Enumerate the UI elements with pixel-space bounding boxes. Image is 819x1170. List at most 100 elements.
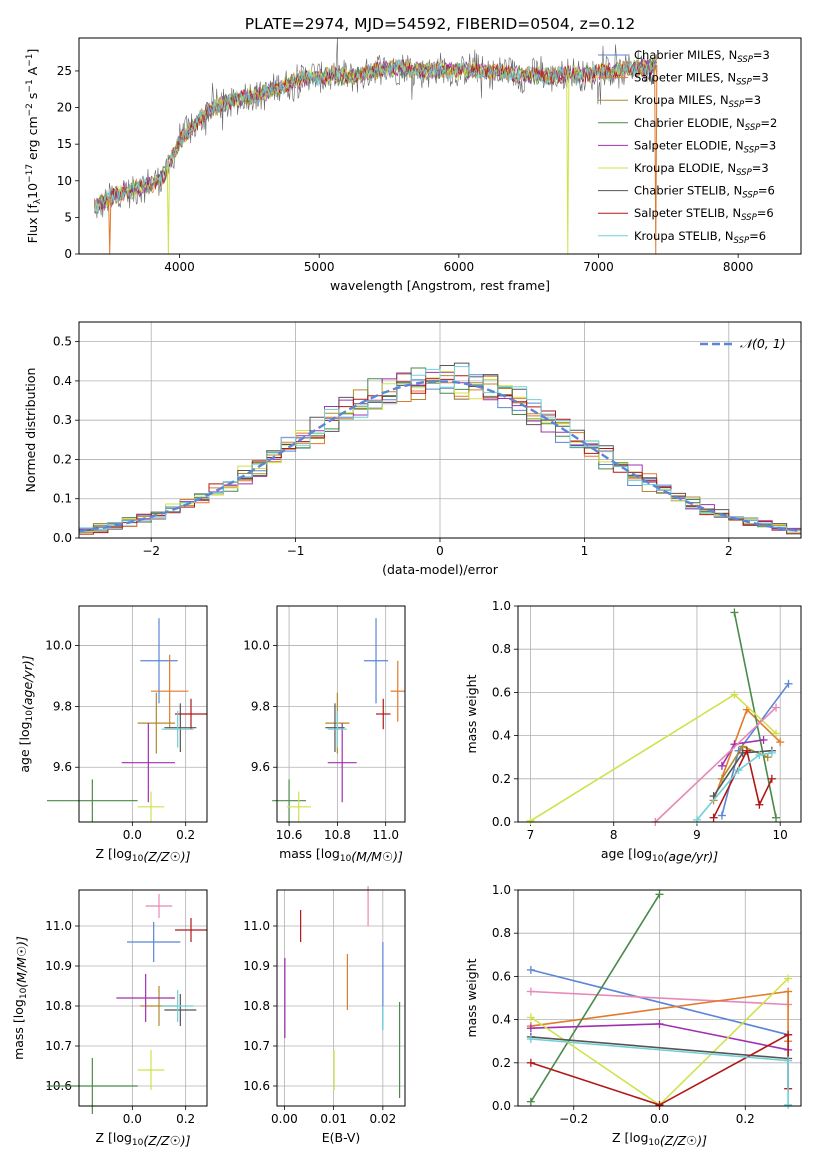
weight_vs_age-marker-kroupa_elodie bbox=[772, 729, 781, 738]
age_vs_Z-ytick-label: 10.0 bbox=[45, 639, 72, 653]
residuals-frame bbox=[78, 321, 802, 539]
residuals-ytick-label: 0.4 bbox=[53, 374, 72, 388]
weight_vs_Z-xtick-label: 0.2 bbox=[736, 1112, 755, 1126]
age_vs_mass-point-chabrier_miles bbox=[363, 618, 389, 704]
spectrum-dip bbox=[166, 166, 170, 255]
residuals-xlabel: (data-model)/error bbox=[382, 562, 499, 577]
age_vs_Z-point-salpeter_miles bbox=[151, 654, 189, 728]
spectrum-series-kroupa_stelib bbox=[94, 58, 657, 213]
residuals-ytick-label: 0.5 bbox=[53, 335, 72, 349]
weight_vs_age-frame bbox=[517, 605, 802, 823]
residuals-ytick-label: 0.3 bbox=[53, 413, 72, 427]
spectrum-frame bbox=[78, 37, 802, 255]
weight_vs_Z-marker-kroupa_stelib bbox=[784, 1100, 793, 1109]
mass_vs_Z-xlabel: Z [log10(Z/Z☉)] bbox=[95, 1130, 190, 1148]
mass_vs_EBV-ytick-label: 10.8 bbox=[243, 999, 270, 1013]
weight_vs_age-marker-kroupa_stelib bbox=[755, 751, 764, 760]
weight_vs_Z-marker-kroupa_stelib bbox=[526, 1035, 535, 1044]
weight_vs_Z-marker-salpeter_miles bbox=[784, 987, 793, 996]
weight_vs_age-ytick-label: 0.8 bbox=[492, 642, 511, 656]
age_vs_Z-xtick-label: 0.2 bbox=[176, 828, 195, 842]
mass_vs_Z-point-pink bbox=[145, 894, 173, 918]
mass_vs_EBV-xlabel: E(B-V) bbox=[322, 1130, 361, 1145]
weight_vs_age-ytick-label: 1.0 bbox=[492, 599, 511, 613]
weight_vs_Z-ytick-label: 1.0 bbox=[492, 883, 511, 897]
spectrum-legend-label: Chabrier STELIB, NSSP=6 bbox=[634, 184, 775, 201]
age_vs_Z-xtick-label: 0.0 bbox=[123, 828, 142, 842]
residuals-xtick-label: −2 bbox=[142, 544, 160, 558]
spectrum-legend-label: Chabrier MILES, NSSP=3 bbox=[634, 48, 770, 65]
weight_vs_age-marker-chabrier_elodie bbox=[730, 608, 739, 617]
mass_vs_Z-xtick-label: 0.0 bbox=[123, 1112, 142, 1126]
weight_vs_age-xtick-label: 10 bbox=[773, 828, 788, 842]
age_vs_mass-xtick-label: 11.0 bbox=[372, 828, 399, 842]
mass_vs_Z-xtick-label: 0.2 bbox=[176, 1112, 195, 1126]
spectrum-legend-label: Salpeter STELIB, NSSP=6 bbox=[634, 206, 774, 223]
age_vs_Z-point-kroupa_elodie bbox=[137, 791, 165, 822]
weight_vs_Z-ytick-label: 0.2 bbox=[492, 1056, 511, 1070]
weight_vs_Z-marker-salpeter_stelib bbox=[526, 1058, 535, 1067]
mass_vs_EBV-xtick-label: 0.02 bbox=[369, 1112, 396, 1126]
weight_vs_Z-marker-salpeter_stelib bbox=[784, 1030, 793, 1039]
residuals-ytick-label: 0.2 bbox=[53, 452, 72, 466]
spectrum-ylabel-custom: Flux [fλ10−17 erg cm−2 s−1 A−1] bbox=[25, 49, 43, 244]
weight_vs_age-line-kroupa_stelib bbox=[696, 752, 773, 821]
mass_vs_EBV-ytick-label: 10.7 bbox=[243, 1039, 270, 1053]
weight_vs_Z-line-chabrier_miles bbox=[530, 969, 789, 1036]
weight_vs_Z-marker-pink bbox=[526, 987, 535, 996]
weight_vs_age-marker-salpeter_stelib bbox=[767, 774, 776, 783]
weight_vs_Z-line-chabrier_elodie bbox=[530, 893, 661, 1103]
weight_vs_age-marker-salpeter_stelib bbox=[709, 813, 718, 822]
mass_vs_Z-point-chabrier_stelib bbox=[164, 994, 197, 1026]
weight_vs_age-ylabel: mass weight bbox=[464, 674, 479, 753]
spectrum-dip bbox=[566, 74, 570, 255]
weight_vs_age-xlabel: age [log10(age/yr)] bbox=[601, 846, 718, 864]
spectrum-ytick-label: 10 bbox=[57, 174, 72, 188]
spectrum-legend-label: Salpeter ELODIE, NSSP=3 bbox=[634, 138, 776, 155]
spectrum-xtick-label: 6000 bbox=[444, 260, 475, 274]
age_vs_mass-frame bbox=[276, 605, 406, 823]
weight_vs_age-ytick-label: 0.0 bbox=[492, 815, 511, 829]
mass_vs_EBV-ytick-label: 11.0 bbox=[243, 919, 270, 933]
mass_vs_EBV-axes: 0.00 0.01 0.02 10.6 10.7 10.8 10.9 11.0 E(B-V) bbox=[243, 890, 405, 1145]
mass_vs_Z-point-chabrier_miles bbox=[127, 922, 181, 962]
weight_vs_Z-ytick-label: 0.6 bbox=[492, 969, 511, 983]
age_vs_mass-ytick-label: 9.6 bbox=[251, 760, 270, 774]
normal-legend-label: 𝒩(0, 1) bbox=[740, 336, 786, 351]
weight_vs_Z-ytick-label: 0.4 bbox=[492, 1013, 511, 1027]
spectrum-ytick-label: 0 bbox=[64, 247, 72, 261]
weight_vs_Z-marker-kroupa_elodie bbox=[526, 1013, 535, 1022]
spectrum-xtick-label: 7000 bbox=[583, 260, 614, 274]
weight_vs_age-ytick-label: 0.4 bbox=[492, 729, 511, 743]
weight_vs_age-marker-kroupa_stelib bbox=[767, 748, 776, 757]
age_vs_mass-axes: 10.6 10.8 11.0 9.6 9.8 10.0 mass [log10(M/M☉)] bbox=[243, 606, 405, 864]
weight_vs_age-xtick-label: 9 bbox=[693, 828, 701, 842]
age_vs_Z-point-salpeter_elodie bbox=[121, 723, 175, 803]
spectrum-ytick-label: 15 bbox=[57, 137, 72, 151]
weight_vs_Z-line-chabrier_stelib bbox=[530, 1036, 789, 1060]
weight_vs_Z-ylabel: mass weight bbox=[464, 958, 479, 1037]
weight_vs_Z-marker-chabrier_elodie bbox=[655, 890, 664, 899]
mass_vs_Z-ytick-label: 10.8 bbox=[45, 999, 72, 1013]
spectrum-legend-label: Salpeter MILES, NSSP=3 bbox=[634, 71, 769, 88]
weight_vs_Z-marker-salpeter_elodie bbox=[526, 1024, 535, 1033]
residuals-xtick-label: 2 bbox=[725, 544, 733, 558]
residuals-ytick-label: 0.0 bbox=[53, 531, 72, 545]
age_vs_mass-point-kroupa_stelib bbox=[327, 710, 348, 748]
mass_vs_Z-point-kroupa_stelib bbox=[161, 990, 194, 1022]
mass_vs_Z-point-kroupa_elodie bbox=[137, 1050, 165, 1090]
mass_vs_Z-ytick-label: 10.7 bbox=[45, 1039, 72, 1053]
age_vs_mass-point-kroupa_elodie bbox=[286, 791, 311, 822]
age_vs_Z-axes: 0.0 0.2 9.6 9.8 10.0 Z [log10(Z/Z☉)] age [log1… bbox=[17, 606, 207, 864]
weight_vs_age-marker-kroupa_stelib bbox=[692, 815, 701, 824]
mass_vs_EBV-ytick-label: 10.6 bbox=[243, 1079, 270, 1093]
weight_vs_age-marker-salpeter_elodie bbox=[759, 735, 768, 744]
weight_vs_age-ytick-label: 0.6 bbox=[492, 685, 511, 699]
residuals-ytick-label: 0.1 bbox=[53, 492, 72, 506]
weight_vs_age-line-salpeter_stelib bbox=[712, 748, 773, 819]
weight_vs_Z-marker-kroupa_stelib bbox=[784, 1056, 793, 1065]
residual-hist-kroupa_stelib bbox=[79, 366, 801, 533]
age_vs_mass-xtick-label: 10.6 bbox=[276, 828, 303, 842]
spectrum-ytick-label: 25 bbox=[57, 64, 72, 78]
spectrum-xtick-label: 5000 bbox=[304, 260, 335, 274]
